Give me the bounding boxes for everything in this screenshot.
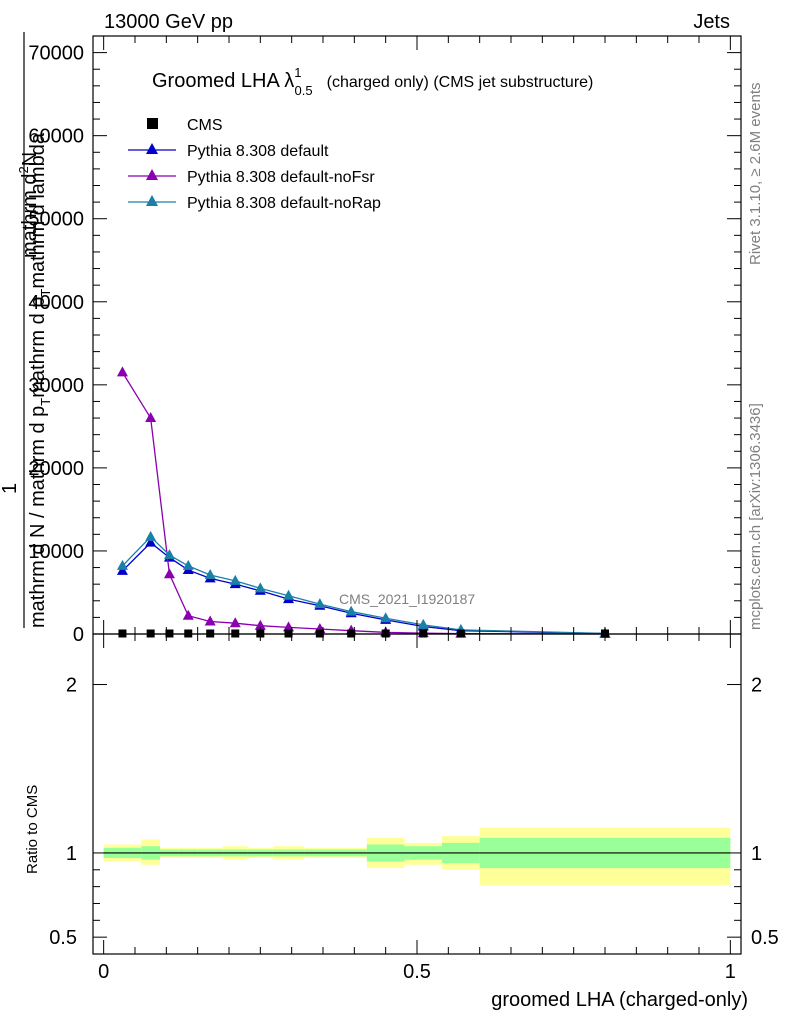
legend-marker-cms (147, 118, 158, 129)
title-main: Groomed LHA λ (152, 70, 294, 92)
ratio-ytick-label-left-2: 2 (66, 675, 77, 697)
main-ytick-label-3: 30000 (28, 375, 84, 397)
cms-point-7 (284, 629, 293, 638)
axis-ticks: 0 10000 20000 30000 40000 50000 60000 70000 0 0.5… (28, 36, 779, 983)
rivet-label: Rivet 3.1.10, ≥ 2.6M events (747, 83, 764, 266)
series-2-point-2 (163, 568, 175, 579)
legend-marker-nofsr (146, 169, 158, 180)
series-3-point-5 (229, 574, 241, 585)
main-ytick-label-5: 50000 (28, 209, 84, 231)
cms-point-11 (419, 629, 428, 638)
series-3-point-8 (314, 598, 326, 609)
legend-label-default: Pythia 8.308 default (187, 143, 329, 160)
series-3-point-0 (116, 559, 128, 570)
legend: CMS Pythia 8.308 default Pythia 8.308 de… (128, 117, 381, 212)
main-ytick-label-4: 40000 (28, 292, 84, 314)
series-2-point-0 (116, 366, 128, 377)
series-2-point-1 (145, 412, 157, 423)
cms-point-9 (347, 629, 356, 638)
cms-point-1 (146, 629, 155, 638)
series-3-point-1 (145, 530, 157, 541)
series-3-point-10 (380, 612, 392, 623)
cms-point-8 (315, 629, 324, 638)
main-ytick-label-0: 0 (73, 624, 84, 646)
ratio-xtick-label-2: 1 (725, 961, 736, 983)
title-suffix: (charged only) (CMS jet substructure) (327, 74, 594, 91)
cms-point-6 (256, 629, 265, 638)
legend-label-norap: Pythia 8.308 default-noRap (187, 195, 381, 212)
main-ytick-label-2: 20000 (28, 458, 84, 480)
series-1-point-1 (145, 536, 157, 547)
legend-marker-default (146, 143, 158, 154)
main-ytick-label-7: 70000 (28, 43, 84, 65)
cms-point-10 (381, 629, 390, 638)
cms-point-13 (601, 629, 610, 638)
legend-marker-norap (146, 195, 158, 206)
cms-point-12 (456, 629, 465, 638)
mcplots-label: mcplots.cern.ch [arXiv:1306.3436] (747, 403, 764, 630)
series-2-point-3 (182, 609, 194, 620)
ylabel-denominator: mathrm d N / mathrm d pTmathrm d pTmathr… (27, 132, 53, 628)
title-sup: 1 (294, 65, 301, 80)
series-2-point-5 (229, 617, 241, 628)
ratio-ylabel: Ratio to CMS (24, 785, 41, 874)
ratio-ytick-label-left-0: 0.5 (49, 927, 77, 949)
header-left: 13000 GeV pp (104, 11, 233, 33)
legend-label-cms: CMS (187, 117, 223, 134)
main-ytick-label-1: 10000 (28, 541, 84, 563)
series-3-point-6 (254, 582, 266, 593)
cms-point-3 (184, 629, 193, 638)
series-2-point-6 (254, 619, 266, 630)
header-right: Jets (693, 11, 730, 33)
series-3-point-11 (417, 618, 429, 629)
cms-points (118, 629, 610, 638)
ratio-xtick-label-1: 0.5 (403, 961, 431, 983)
ratio-xtick-label-0: 0 (98, 961, 109, 983)
legend-label-nofsr: Pythia 8.308 default-noFsr (187, 169, 375, 186)
chart-title: Groomed LHA λ1 0.5 (charged only) (CMS jet… (152, 65, 593, 98)
x-axis-label: groomed LHA (charged-only) (491, 989, 748, 1011)
series-3-point-9 (345, 605, 357, 616)
ratio-ytick-label-right-0: 0.5 (751, 927, 779, 949)
series-3-point-4 (204, 569, 216, 580)
title-sub: 0.5 (295, 83, 313, 98)
series-3-point-3 (182, 559, 194, 570)
cms-point-5 (231, 629, 240, 638)
series-line-1 (121, 541, 606, 635)
main-ylabel: 1 mathrm d2N mathrm d N / mathrm d pTmat… (0, 32, 53, 628)
series-3-point-7 (283, 589, 295, 600)
ratio-ytick-label-right-2: 2 (751, 675, 762, 697)
main-ytick-label-6: 60000 (28, 126, 84, 148)
ylabel-one: 1 (0, 483, 21, 494)
ratio-ytick-label-right-1: 1 (751, 843, 762, 865)
series-2-point-4 (204, 615, 216, 626)
series-3-point-2 (163, 549, 175, 560)
ratio-bands (103, 827, 731, 885)
analysis-watermark: CMS_2021_I1920187 (339, 591, 475, 607)
cms-point-0 (118, 629, 127, 638)
cms-point-4 (206, 629, 215, 638)
ratio-frame (92, 633, 742, 955)
ratio-ytick-label-left-1: 1 (66, 843, 77, 865)
series-line-3 (121, 535, 606, 635)
cms-point-2 (165, 629, 174, 638)
